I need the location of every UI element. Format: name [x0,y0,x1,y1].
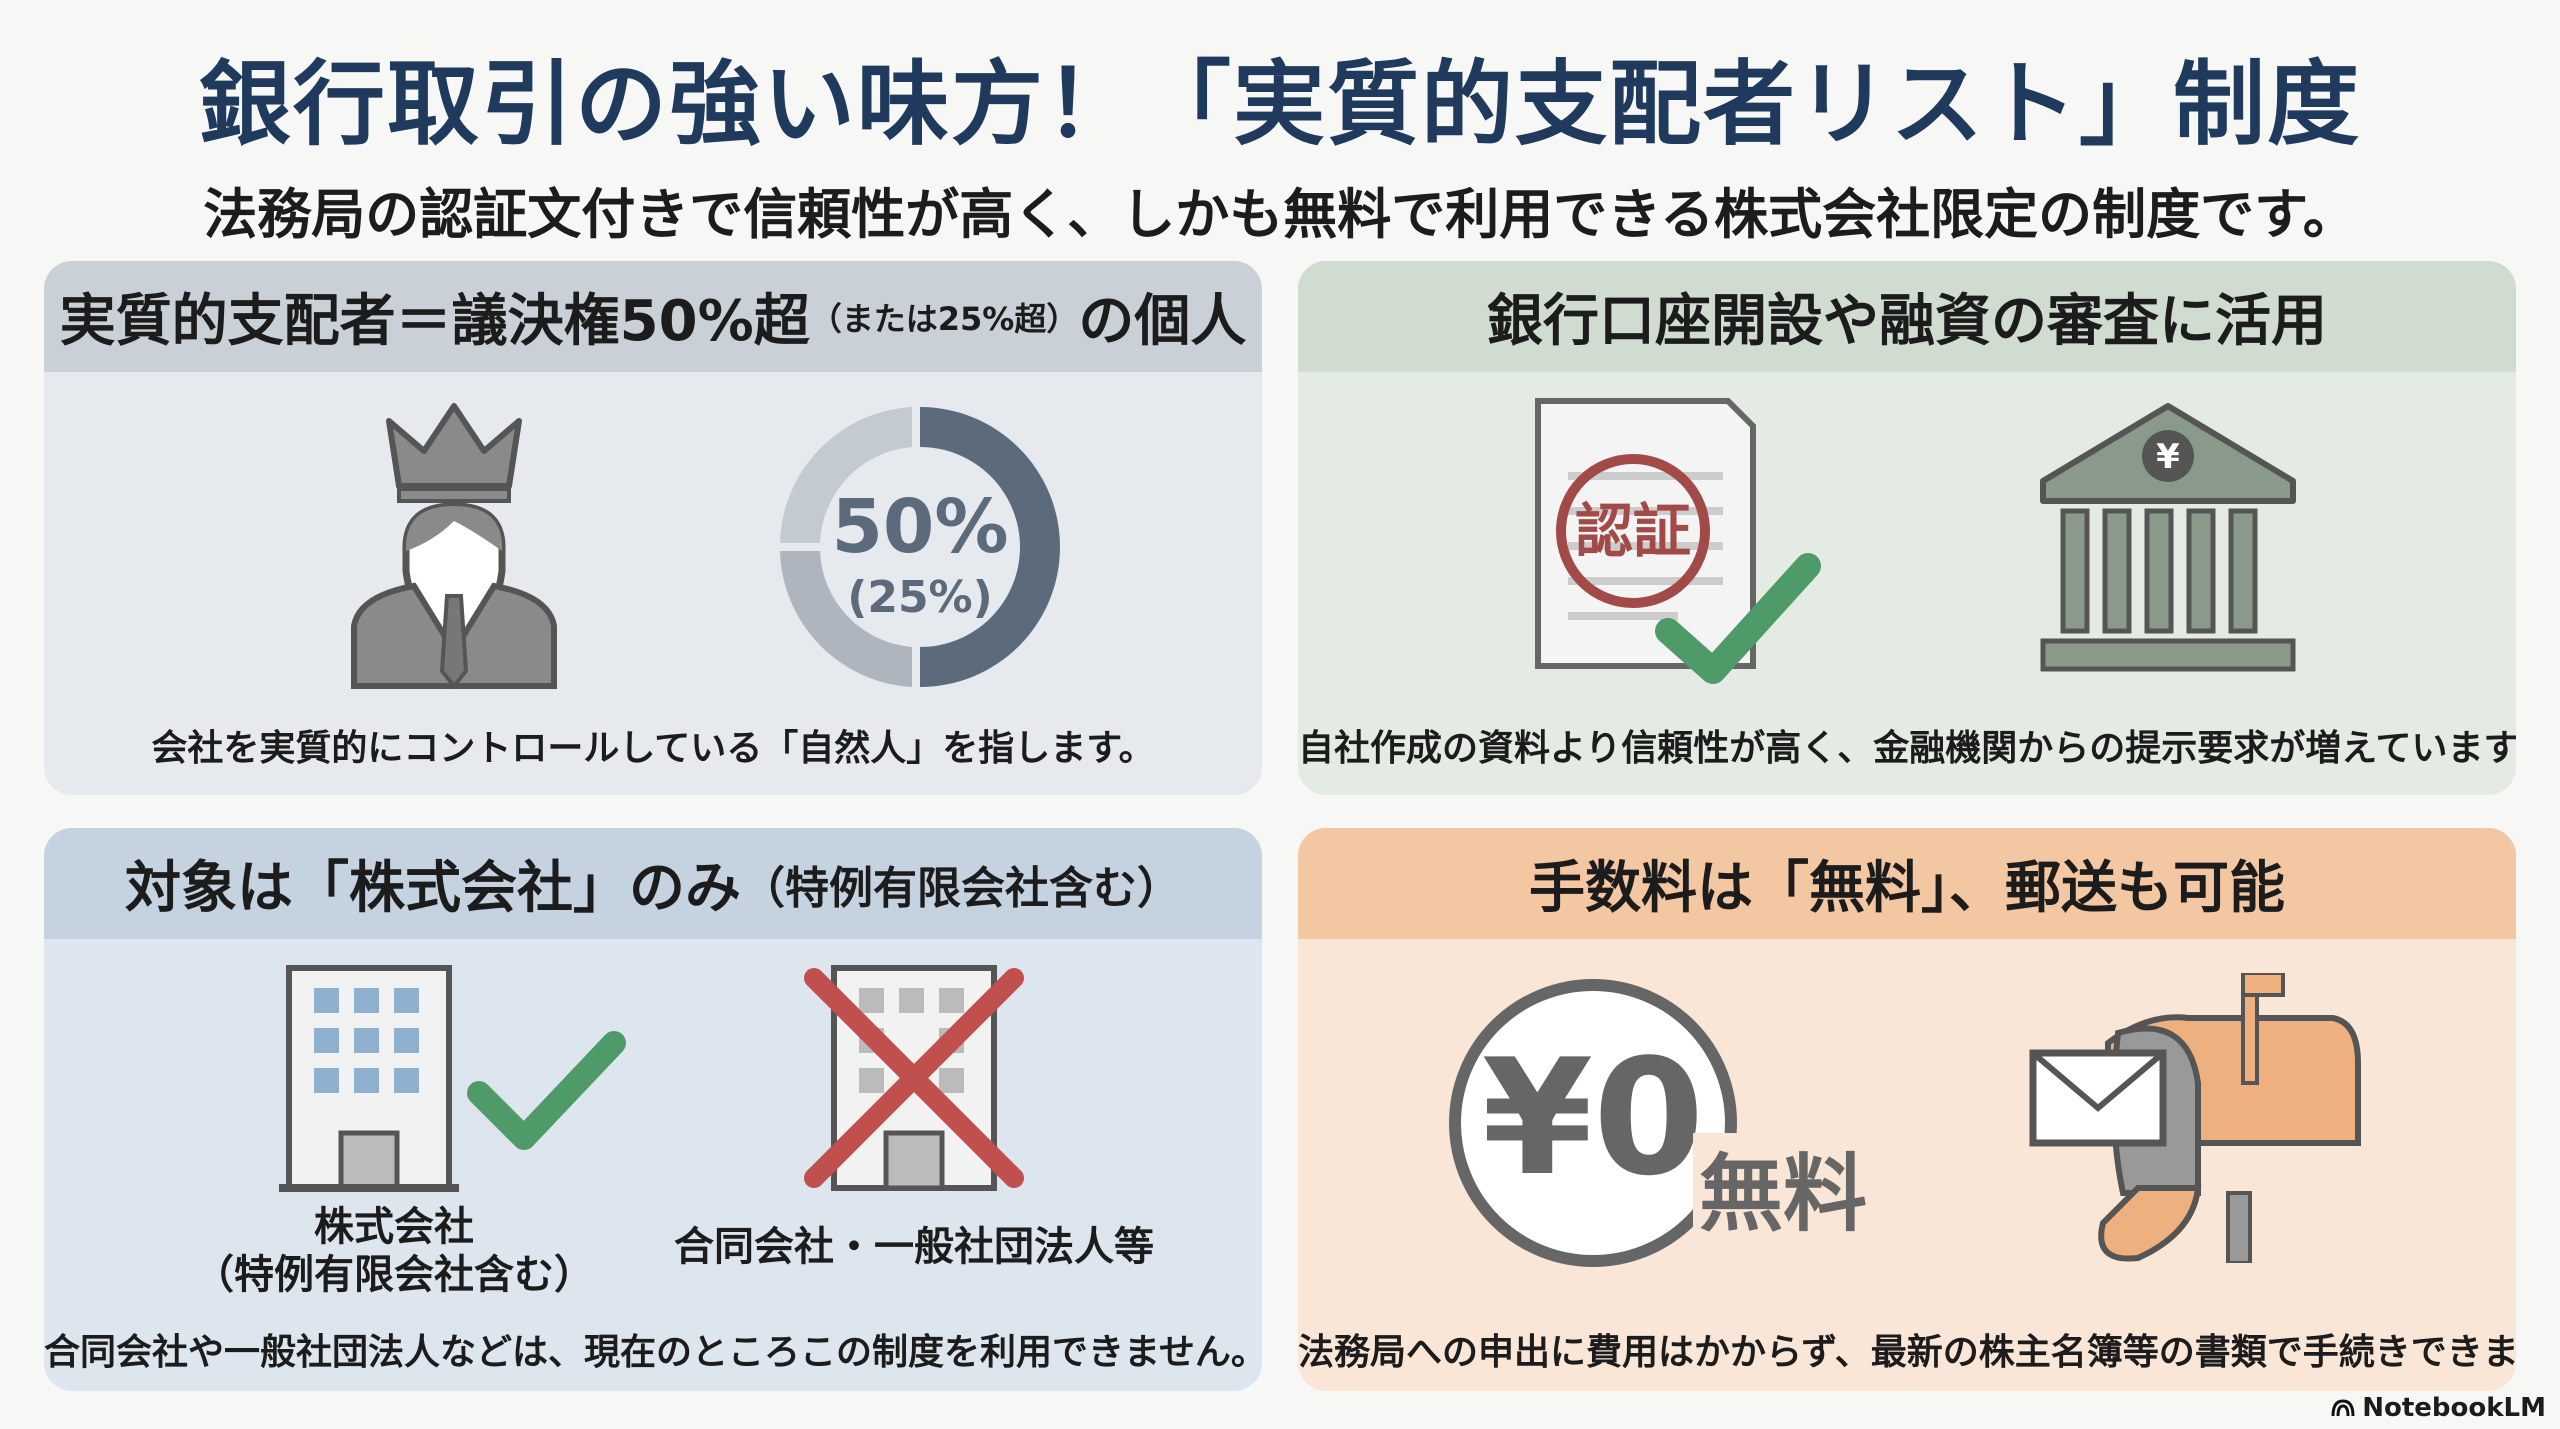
building-cross-icon [804,965,1024,1191]
eligible-label-note: （特例有限会社含む） [194,1252,594,1298]
panel-bank-usage: 銀行口座開設や融資の審査に活用 認証 ¥ 自社作成の資料より信頼性が高く、金融機… [1298,261,2516,795]
panel-eligible-companies: 対象は「株式会社」のみ （特例有限会社含む） 株式会社 （特例有限会社含む） 合同会… [44,828,1262,1391]
panel-title-note: （または25%超） [809,299,1079,338]
bank-icon: ¥ [2040,403,2296,672]
page-subtitle: 法務局の認証文付きで信頼性が高く、しかも無料で利用できる株式会社限定の制度です。 [203,183,2357,246]
free-text: 無料 [1699,1145,1867,1243]
panel-header: 対象は「株式会社」のみ （特例有限会社含む） [44,828,1262,939]
donut-chart-icon: 50% (25%) [780,407,1060,687]
mailbox-icon [2029,973,2361,1263]
ineligible-label: 合同会社・一般社団法人等 [674,1224,1154,1270]
eligible-label-main: 株式会社 [314,1204,474,1250]
panel-caption: 合同会社や一般社団法人などは、現在のところこの制度を利用できません。 [44,1332,1262,1373]
notebooklm-brand: NotebookLM [2330,1393,2546,1423]
panel-header: 手数料は「無料」、郵送も可能 [1298,828,2516,939]
bank-symbol: ¥ [2156,437,2180,477]
page-title: 銀行取引の強い味方！「実質的支配者リスト」制度 [198,51,2361,158]
panel-title-tail: の個人 [1078,289,1247,354]
donut-sub-label: (25%) [847,572,993,623]
certified-document-icon: 認証 [1535,398,1821,684]
panel-title-note: （特例有限会社含む） [741,862,1181,914]
panel-caption: 自社作成の資料より信頼性が高く、金融機関からの提示要求が増えています。 [1298,728,2516,769]
panel-header: 実質的支配者＝議決権50%超 （または25%超） の個人 [44,261,1262,372]
panel-free-fee: 手数料は「無料」、郵送も可能 ¥0 無料 法務局への申出に費用はかからず、最新の… [1298,828,2516,1391]
crowned-person-icon [351,403,557,690]
brand-name: NotebookLM [2362,1393,2546,1423]
yen-zero-coin-icon: ¥0 無料 [1449,979,1873,1267]
coin-text: ¥0 [1482,1024,1705,1211]
eligible-label: 株式会社 （特例有限会社含む） [194,1203,594,1299]
panel-caption: 法務局への申出に費用はかからず、最新の株主名簿等の書類で手続きできます。 [1298,1332,2516,1373]
panel-header: 銀行口座開設や融資の審査に活用 [1298,261,2516,372]
donut-main-label: 50% [831,484,1008,570]
notebooklm-logo-icon [2331,1399,2355,1417]
panel-beneficial-owner: 実質的支配者＝議決権50%超 （または25%超） の個人 50% (25%) 会社を… [44,261,1262,795]
building-check-icon [279,965,626,1192]
stamp-text: 認証 [1575,497,1691,565]
panel-caption: 会社を実質的にコントロールしている「自然人」を指します。 [151,728,1155,769]
panel-title: 実質的支配者＝議決権50%超 [59,289,810,354]
panel-title: 対象は「株式会社」のみ [125,856,741,921]
